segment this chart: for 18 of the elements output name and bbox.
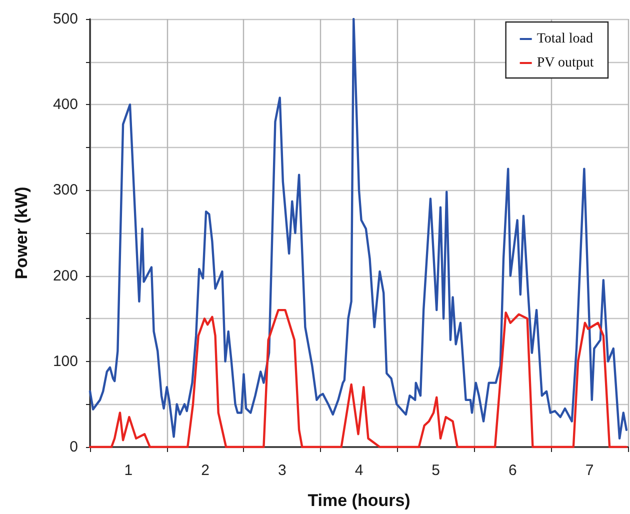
x-tick-label: 7 bbox=[585, 462, 594, 479]
legend-label: Total load bbox=[536, 32, 593, 46]
x-tick-label: 6 bbox=[508, 462, 517, 479]
x-tick-label: 1 bbox=[124, 462, 133, 479]
x-tick-label: 4 bbox=[354, 462, 364, 479]
line-series bbox=[88, 18, 628, 440]
y-tick-label: 400 bbox=[52, 96, 78, 114]
legend-label: PV output bbox=[536, 56, 594, 70]
y-axis-title: Power (kW) bbox=[12, 186, 31, 280]
y-tick-label: 100 bbox=[52, 352, 78, 370]
y-tick-label: 500 bbox=[52, 10, 78, 28]
x-tick-label: 2 bbox=[201, 462, 210, 479]
x-tick-label: 5 bbox=[432, 462, 440, 479]
x-tick-label: 3 bbox=[278, 462, 286, 479]
x-axis-title: Time (hours) bbox=[308, 491, 410, 510]
y-tick-label: 300 bbox=[52, 182, 78, 199]
y-tick-label: 0 bbox=[70, 438, 78, 456]
y-tick-label: 200 bbox=[52, 267, 78, 284]
